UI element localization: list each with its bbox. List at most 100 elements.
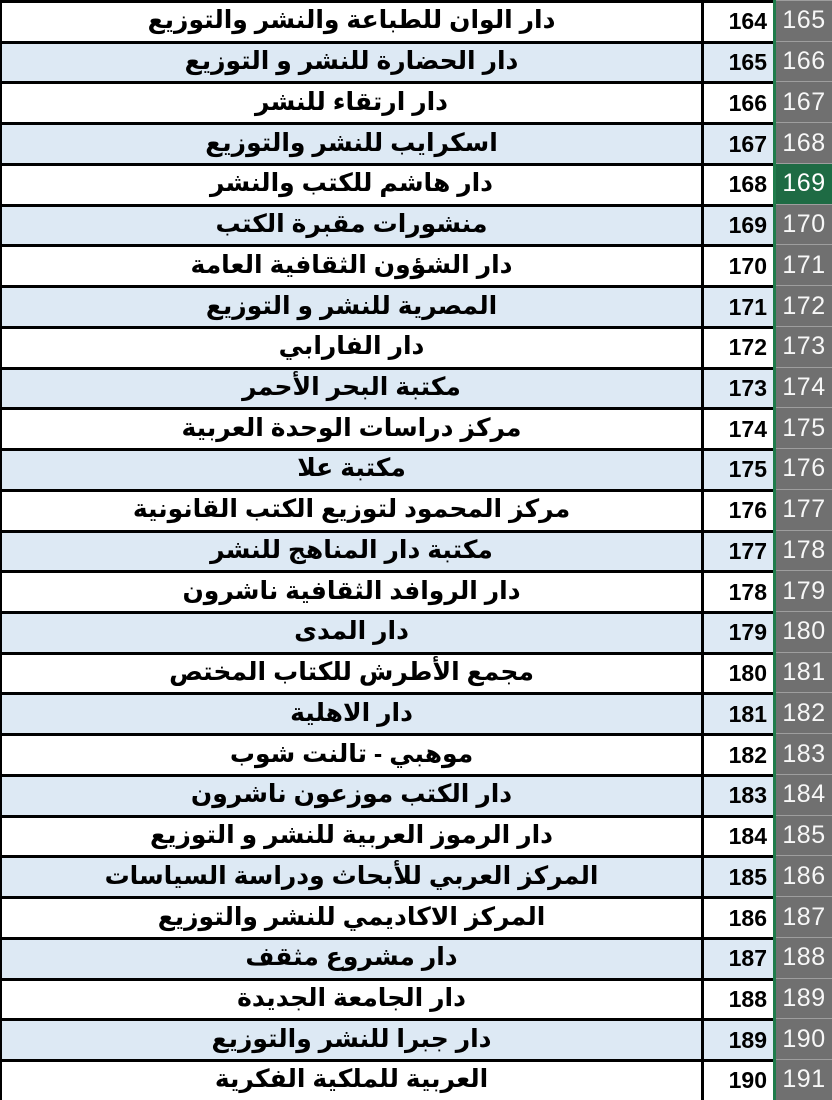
table-row: مركز المحمود لتوزيع الكتب القانونية 176 … (0, 488, 832, 530)
table-row: دار الكتب موزعون ناشرون 183 184 (0, 773, 832, 815)
publisher-name-cell[interactable]: مكتبة دار المناهج للنشر (0, 529, 701, 571)
table-row: مركز دراسات الوحدة العربية 174 175 (0, 407, 832, 449)
serial-number-cell[interactable]: 172 (701, 325, 773, 367)
publisher-name-cell[interactable]: دار ارتقاء للنشر (0, 81, 701, 123)
publisher-name-cell[interactable]: العربية للملكية الفكرية (0, 1059, 701, 1100)
serial-number-cell[interactable]: 187 (701, 936, 773, 978)
serial-number-cell[interactable]: 184 (701, 814, 773, 856)
selection-accent-bar (773, 692, 776, 734)
row-header[interactable]: 188 (776, 936, 832, 978)
publisher-name-cell[interactable]: دار هاشم للكتب والنشر (0, 162, 701, 204)
publisher-name-cell[interactable]: دار الوان للطباعة والنشر والتوزيع (0, 0, 701, 41)
publisher-name-cell[interactable]: دار جبرا للنشر والتوزيع (0, 1018, 701, 1060)
publisher-name-cell[interactable]: دار الكتب موزعون ناشرون (0, 773, 701, 815)
table-row: موهبي - تالنت شوب 182 183 (0, 733, 832, 774)
row-header[interactable]: 184 (776, 773, 832, 815)
row-header[interactable]: 177 (776, 488, 832, 530)
serial-number-cell[interactable]: 173 (701, 366, 773, 408)
serial-number-cell[interactable]: 188 (701, 977, 773, 1019)
row-header[interactable]: 165 (776, 0, 832, 41)
selection-accent-bar (773, 733, 776, 774)
publisher-name-cell[interactable]: مركز المحمود لتوزيع الكتب القانونية (0, 488, 701, 530)
serial-number-cell[interactable]: 168 (701, 162, 773, 204)
row-header[interactable]: 170 (776, 203, 832, 245)
publisher-name-cell[interactable]: دار مشروع مثقف (0, 936, 701, 978)
serial-number-cell[interactable]: 169 (701, 203, 773, 245)
serial-number-cell[interactable]: 181 (701, 692, 773, 734)
serial-number-cell[interactable]: 180 (701, 651, 773, 693)
selection-accent-bar (773, 570, 776, 612)
serial-number-cell[interactable]: 174 (701, 407, 773, 449)
row-header[interactable]: 186 (776, 855, 832, 897)
publisher-name-cell[interactable]: المركز الاكاديمي للنشر والتوزيع (0, 896, 701, 937)
serial-number-cell[interactable]: 165 (701, 40, 773, 82)
table-row: المصرية للنشر و التوزيع 171 172 (0, 285, 832, 326)
row-header[interactable]: 182 (776, 692, 832, 734)
row-header[interactable]: 185 (776, 814, 832, 856)
row-header[interactable]: 168 (776, 122, 832, 163)
publisher-name-cell[interactable]: المصرية للنشر و التوزيع (0, 285, 701, 326)
serial-number-cell[interactable]: 164 (701, 0, 773, 41)
publisher-name-cell[interactable]: دار الفارابي (0, 325, 701, 367)
serial-number-cell[interactable]: 166 (701, 81, 773, 123)
publisher-name-cell[interactable]: مكتبة البحر الأحمر (0, 366, 701, 408)
serial-number-cell[interactable]: 190 (701, 1059, 773, 1100)
row-header[interactable]: 189 (776, 977, 832, 1019)
table-row: دار الوان للطباعة والنشر والتوزيع 164 16… (0, 0, 832, 41)
serial-number-cell[interactable]: 189 (701, 1018, 773, 1060)
publisher-name-cell[interactable]: دار الاهلية (0, 692, 701, 734)
row-header[interactable]: 176 (776, 448, 832, 489)
serial-number-cell[interactable]: 171 (701, 285, 773, 326)
selection-accent-bar (773, 244, 776, 286)
selection-accent-bar (773, 81, 776, 123)
row-header[interactable]: 171 (776, 244, 832, 286)
row-header[interactable]: 187 (776, 896, 832, 937)
row-header[interactable]: 183 (776, 733, 832, 774)
row-header[interactable]: 181 (776, 651, 832, 693)
publisher-name-cell[interactable]: دار الجامعة الجديدة (0, 977, 701, 1019)
serial-number-cell[interactable]: 179 (701, 611, 773, 652)
publisher-name-cell[interactable]: موهبي - تالنت شوب (0, 733, 701, 774)
row-header[interactable]: 178 (776, 529, 832, 571)
row-header[interactable]: 180 (776, 611, 832, 652)
table-row: مكتبة دار المناهج للنشر 177 178 (0, 529, 832, 571)
publisher-name-cell[interactable]: دار المدى (0, 611, 701, 652)
publisher-name-cell[interactable]: مركز دراسات الوحدة العربية (0, 407, 701, 449)
publisher-name-cell[interactable]: دار الحضارة للنشر و التوزيع (0, 40, 701, 82)
serial-number-cell[interactable]: 182 (701, 733, 773, 774)
selection-accent-bar (773, 1059, 776, 1100)
publisher-name-cell[interactable]: المركز العربي للأبحاث ودراسة السياسات (0, 855, 701, 897)
table-row: دار المدى 179 180 (0, 611, 832, 652)
serial-number-cell[interactable]: 178 (701, 570, 773, 612)
publisher-name-cell[interactable]: دار الشؤون الثقافية العامة (0, 244, 701, 286)
serial-number-cell[interactable]: 183 (701, 773, 773, 815)
row-header[interactable]: 166 (776, 40, 832, 82)
publisher-name-cell[interactable]: دار الروافد الثقافية ناشرون (0, 570, 701, 612)
row-header[interactable]: 179 (776, 570, 832, 612)
publisher-name-cell[interactable]: مكتبة علا (0, 448, 701, 489)
row-header[interactable]: 169 (776, 162, 832, 204)
serial-number-cell[interactable]: 176 (701, 488, 773, 530)
serial-number-cell[interactable]: 186 (701, 896, 773, 937)
publisher-name-cell[interactable]: اسكرايب للنشر والتوزيع (0, 122, 701, 163)
row-header[interactable]: 175 (776, 407, 832, 449)
row-header[interactable]: 172 (776, 285, 832, 326)
table-row: المركز العربي للأبحاث ودراسة السياسات 18… (0, 855, 832, 897)
serial-number-cell[interactable]: 170 (701, 244, 773, 286)
row-header[interactable]: 190 (776, 1018, 832, 1060)
serial-number-cell[interactable]: 177 (701, 529, 773, 571)
publisher-name-cell[interactable]: مجمع الأطرش للكتاب المختص (0, 651, 701, 693)
row-header[interactable]: 173 (776, 325, 832, 367)
row-header[interactable]: 174 (776, 366, 832, 408)
row-header[interactable]: 191 (776, 1059, 832, 1100)
table-row: دار الفارابي 172 173 (0, 325, 832, 367)
publisher-name-cell[interactable]: دار الرموز العربية للنشر و التوزيع (0, 814, 701, 856)
publisher-name-cell[interactable]: منشورات مقبرة الكتب (0, 203, 701, 245)
serial-number-cell[interactable]: 185 (701, 855, 773, 897)
row-header[interactable]: 167 (776, 81, 832, 123)
serial-number-cell[interactable]: 175 (701, 448, 773, 489)
serial-number-cell[interactable]: 167 (701, 122, 773, 163)
selection-accent-bar (773, 203, 776, 245)
